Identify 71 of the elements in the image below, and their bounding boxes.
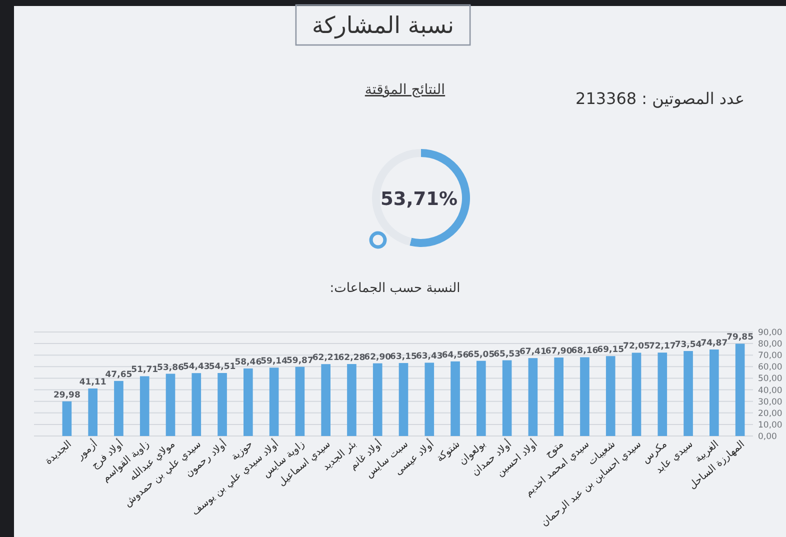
- data-label: 59,87: [286, 356, 314, 366]
- bar: [295, 366, 305, 436]
- chart-title: النسبة حسب الجماعات:: [330, 281, 460, 296]
- y-tick-label: 80,00: [758, 340, 782, 350]
- bar: [372, 363, 382, 436]
- data-label: 65,53: [494, 349, 521, 360]
- bar: [88, 388, 98, 436]
- data-label: 54,51: [208, 362, 236, 372]
- data-label: 54,43: [182, 362, 210, 372]
- data-label: 73,54: [674, 340, 702, 350]
- bar: [62, 401, 72, 436]
- data-label: 59,14: [260, 356, 288, 367]
- text: عدد المصوتين : 213368: [576, 89, 744, 108]
- bar: [140, 376, 150, 436]
- data-label: 74,87: [700, 338, 728, 348]
- data-label: 29,98: [54, 390, 80, 400]
- text: 53,71%: [380, 189, 458, 210]
- bar: [528, 358, 538, 436]
- data-label: 67,90: [545, 346, 572, 357]
- y-tick-label: 50,00: [758, 374, 782, 384]
- x-tick-label: الجديدة: [43, 438, 74, 468]
- bar: [735, 344, 745, 436]
- chart-subtitle: النتائج المؤقتة: [364, 82, 446, 98]
- bar: [476, 360, 486, 436]
- bar: [554, 358, 564, 436]
- data-label: 62,21: [312, 353, 340, 364]
- y-tick-label: 10,00: [758, 420, 782, 430]
- bar: [658, 352, 668, 436]
- x-tick-label: شتوكة: [434, 438, 462, 464]
- data-label: 68,16: [571, 346, 598, 356]
- data-label: 47,65: [105, 370, 132, 380]
- bar: [710, 349, 719, 436]
- chart-title: نسبة المشاركة: [312, 13, 454, 39]
- data-label: 64,56: [442, 350, 469, 360]
- data-label: 65,05: [468, 350, 495, 360]
- bar: [218, 373, 227, 436]
- y-tick-label: 40,00: [758, 386, 782, 396]
- y-tick-label: 30,00: [758, 397, 782, 408]
- data-label: 67,41: [520, 347, 546, 358]
- bar: [398, 363, 408, 436]
- data-label: 63,43: [416, 352, 443, 362]
- bar: [450, 361, 460, 436]
- data-label: 72,17: [648, 342, 676, 352]
- bar: [684, 351, 693, 436]
- data-label: 51,71: [131, 365, 158, 376]
- bar: [192, 373, 202, 436]
- data-label: 53,86: [157, 362, 184, 373]
- y-tick-label: 90,00: [758, 328, 782, 338]
- bar: [580, 357, 590, 436]
- data-label: 79,85: [726, 332, 754, 343]
- y-tick-label: 70,00: [758, 351, 782, 362]
- data-label: 62,90: [364, 352, 392, 362]
- bar: [269, 368, 279, 436]
- bar: [632, 352, 642, 436]
- bar: [114, 380, 124, 436]
- y-tick-label: 60,00: [758, 362, 782, 373]
- bar: [347, 364, 356, 436]
- bar: [424, 362, 434, 436]
- y-tick-label: 20,00: [758, 408, 782, 419]
- bar: [502, 360, 512, 436]
- data-label: 41,11: [79, 377, 106, 388]
- data-label: 63,15: [390, 352, 418, 362]
- data-label: 58,46: [234, 357, 262, 368]
- bar: [244, 368, 253, 436]
- bar: [321, 364, 330, 436]
- data-label: 69,15: [597, 345, 624, 356]
- y-tick-label: 0,00: [758, 432, 777, 442]
- data-label: 72,05: [623, 342, 650, 352]
- data-label: 62,28: [338, 353, 366, 364]
- bar: [166, 374, 176, 436]
- bar: [606, 356, 616, 436]
